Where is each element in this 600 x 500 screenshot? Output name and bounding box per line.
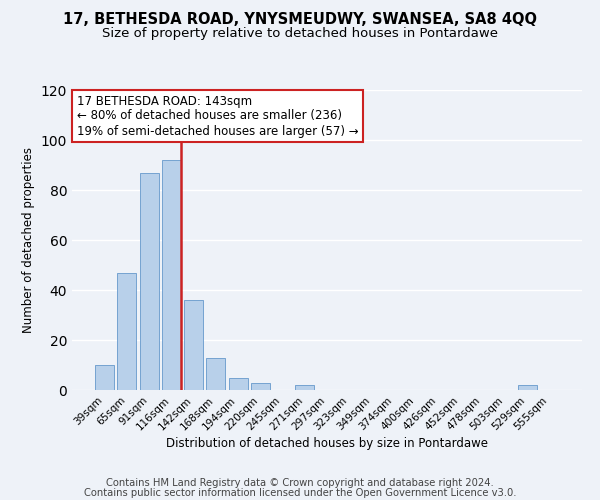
Text: 17 BETHESDA ROAD: 143sqm
← 80% of detached houses are smaller (236)
19% of semi-: 17 BETHESDA ROAD: 143sqm ← 80% of detach… (77, 94, 359, 138)
Text: 17, BETHESDA ROAD, YNYSMEUDWY, SWANSEA, SA8 4QQ: 17, BETHESDA ROAD, YNYSMEUDWY, SWANSEA, … (63, 12, 537, 28)
Bar (140, 172, 158, 390)
Text: Contains public sector information licensed under the Open Government Licence v3: Contains public sector information licen… (84, 488, 516, 498)
Bar (251, 382, 270, 390)
Text: Contains HM Land Registry data © Crown copyright and database right 2024.: Contains HM Land Registry data © Crown c… (106, 478, 494, 488)
Bar (162, 160, 181, 390)
Bar (518, 385, 536, 390)
X-axis label: Distribution of detached houses by size in Pontardawe: Distribution of detached houses by size … (166, 438, 488, 450)
Bar (95, 365, 114, 390)
Bar (295, 385, 314, 390)
Y-axis label: Number of detached properties: Number of detached properties (22, 147, 35, 333)
Text: Size of property relative to detached houses in Pontardawe: Size of property relative to detached ho… (102, 28, 498, 40)
Bar (229, 378, 248, 390)
Bar (206, 358, 225, 390)
Bar (184, 300, 203, 390)
Bar (118, 272, 136, 390)
